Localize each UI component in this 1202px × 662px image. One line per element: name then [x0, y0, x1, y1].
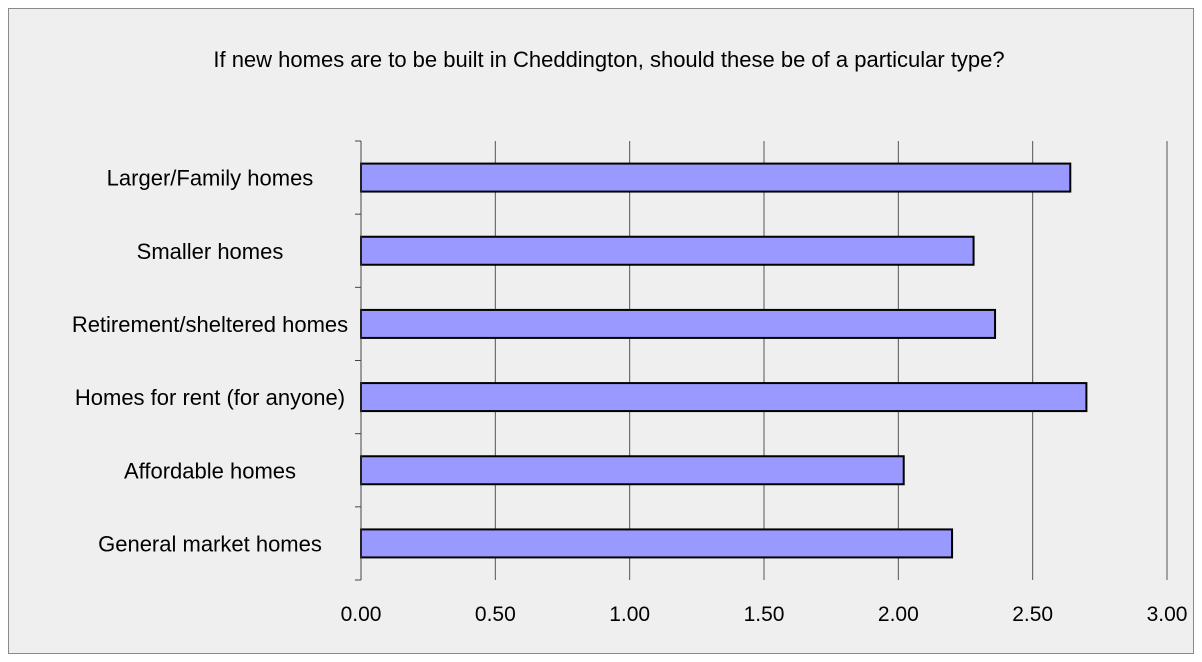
x-tick-label: 1.00	[609, 603, 650, 626]
x-tick-label: 0.00	[341, 603, 382, 626]
bar	[360, 308, 997, 339]
x-tick-label: 2.00	[878, 603, 919, 626]
x-tick-label: 1.50	[744, 603, 785, 626]
x-tick-label: 2.50	[1012, 603, 1053, 626]
category-label: General market homes	[98, 531, 322, 556]
x-tick-label: 3.00	[1147, 603, 1188, 626]
category-label: Larger/Family homes	[107, 166, 314, 191]
gridlines	[494, 141, 1168, 580]
category-label: Retirement/sheltered homes	[72, 312, 348, 337]
x-tick-label: 0.50	[475, 603, 516, 626]
bar	[360, 382, 1088, 413]
category-label: Homes for rent (for anyone)	[75, 385, 345, 410]
bar	[360, 528, 954, 559]
chart-title: If new homes are to be built in Chedding…	[213, 47, 1005, 72]
category-labels: Larger/Family homes Smaller homes Retireme…	[72, 166, 348, 557]
axes	[355, 140, 362, 581]
category-label: Affordable homes	[124, 458, 296, 483]
bar	[360, 235, 975, 266]
category-label: Smaller homes	[137, 239, 284, 264]
bar	[360, 162, 1072, 193]
tick-labels: 0.00 0.50 1.00 1.50 2.00 2.50 3.00	[341, 603, 1188, 626]
bars	[360, 162, 1088, 559]
bar	[360, 455, 905, 486]
